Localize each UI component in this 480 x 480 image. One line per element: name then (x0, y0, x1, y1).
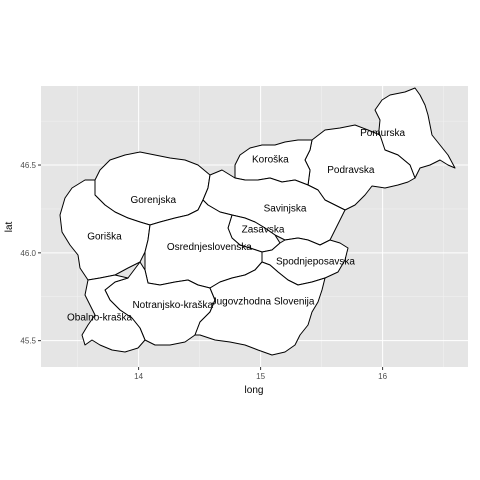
region-label-spodnjeposavska: Spodnjeposavska (276, 256, 355, 267)
region-label-notranjsko-kra-ka: Notranjsko-kraška (132, 300, 213, 311)
region-label-zasavska: Zasavska (242, 225, 285, 236)
region-label-koro-ka: Koroška (252, 154, 289, 165)
x-tick-label: 15 (256, 372, 265, 381)
y-tick-label: 46.0 (20, 249, 36, 258)
region-label-pomurska: Pomurska (360, 128, 405, 139)
region-label-jugovzhodna-slovenija: Jugovzhodna Slovenija (212, 297, 315, 308)
region-label-gorenjska: Gorenjska (130, 195, 176, 206)
y-tick-label: 46.5 (20, 161, 36, 170)
region-obalno-kraska (81, 274, 146, 353)
x-tick-label: 16 (378, 372, 387, 381)
region-label-osrednjeslovenska: Osrednjeslovenska (167, 242, 252, 253)
region-jugovzhodna-slovenija (194, 261, 326, 356)
y-tick-label: 45.5 (20, 337, 36, 346)
y-axis-title: lat (4, 221, 15, 232)
region-label-savinjska: Savinjska (264, 204, 307, 215)
axes: 14 15 16 45.5 46.0 46.5 (20, 161, 387, 381)
x-axis-title: long (245, 385, 264, 396)
region-polygons (59, 87, 456, 356)
x-tick-label: 14 (134, 372, 143, 381)
region-label-gori-ka: Goriška (87, 232, 122, 243)
region-label-obalno-kra-ka: Obalno-kraška (67, 312, 132, 323)
region-labels: Pomurska Koroška Podravska Gorenjska Savinjs… (67, 128, 406, 323)
region-label-podravska: Podravska (327, 165, 375, 176)
